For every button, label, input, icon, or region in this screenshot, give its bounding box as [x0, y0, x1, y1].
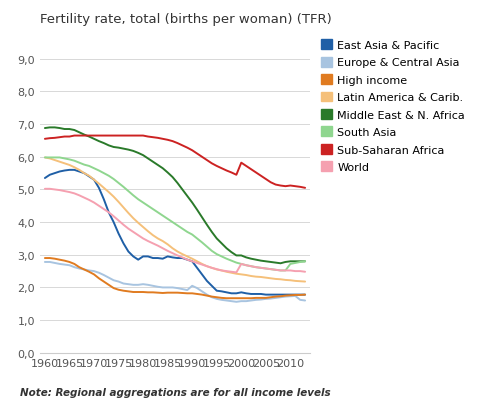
Legend: East Asia & Pacific, Europe & Central Asia, High income, Latin America & Carib.,: East Asia & Pacific, Europe & Central As…	[321, 40, 465, 173]
Text: Fertility rate, total (births per woman) (TFR): Fertility rate, total (births per woman)…	[40, 13, 332, 26]
Text: Note: Regional aggregations are for all income levels: Note: Regional aggregations are for all …	[20, 387, 330, 397]
